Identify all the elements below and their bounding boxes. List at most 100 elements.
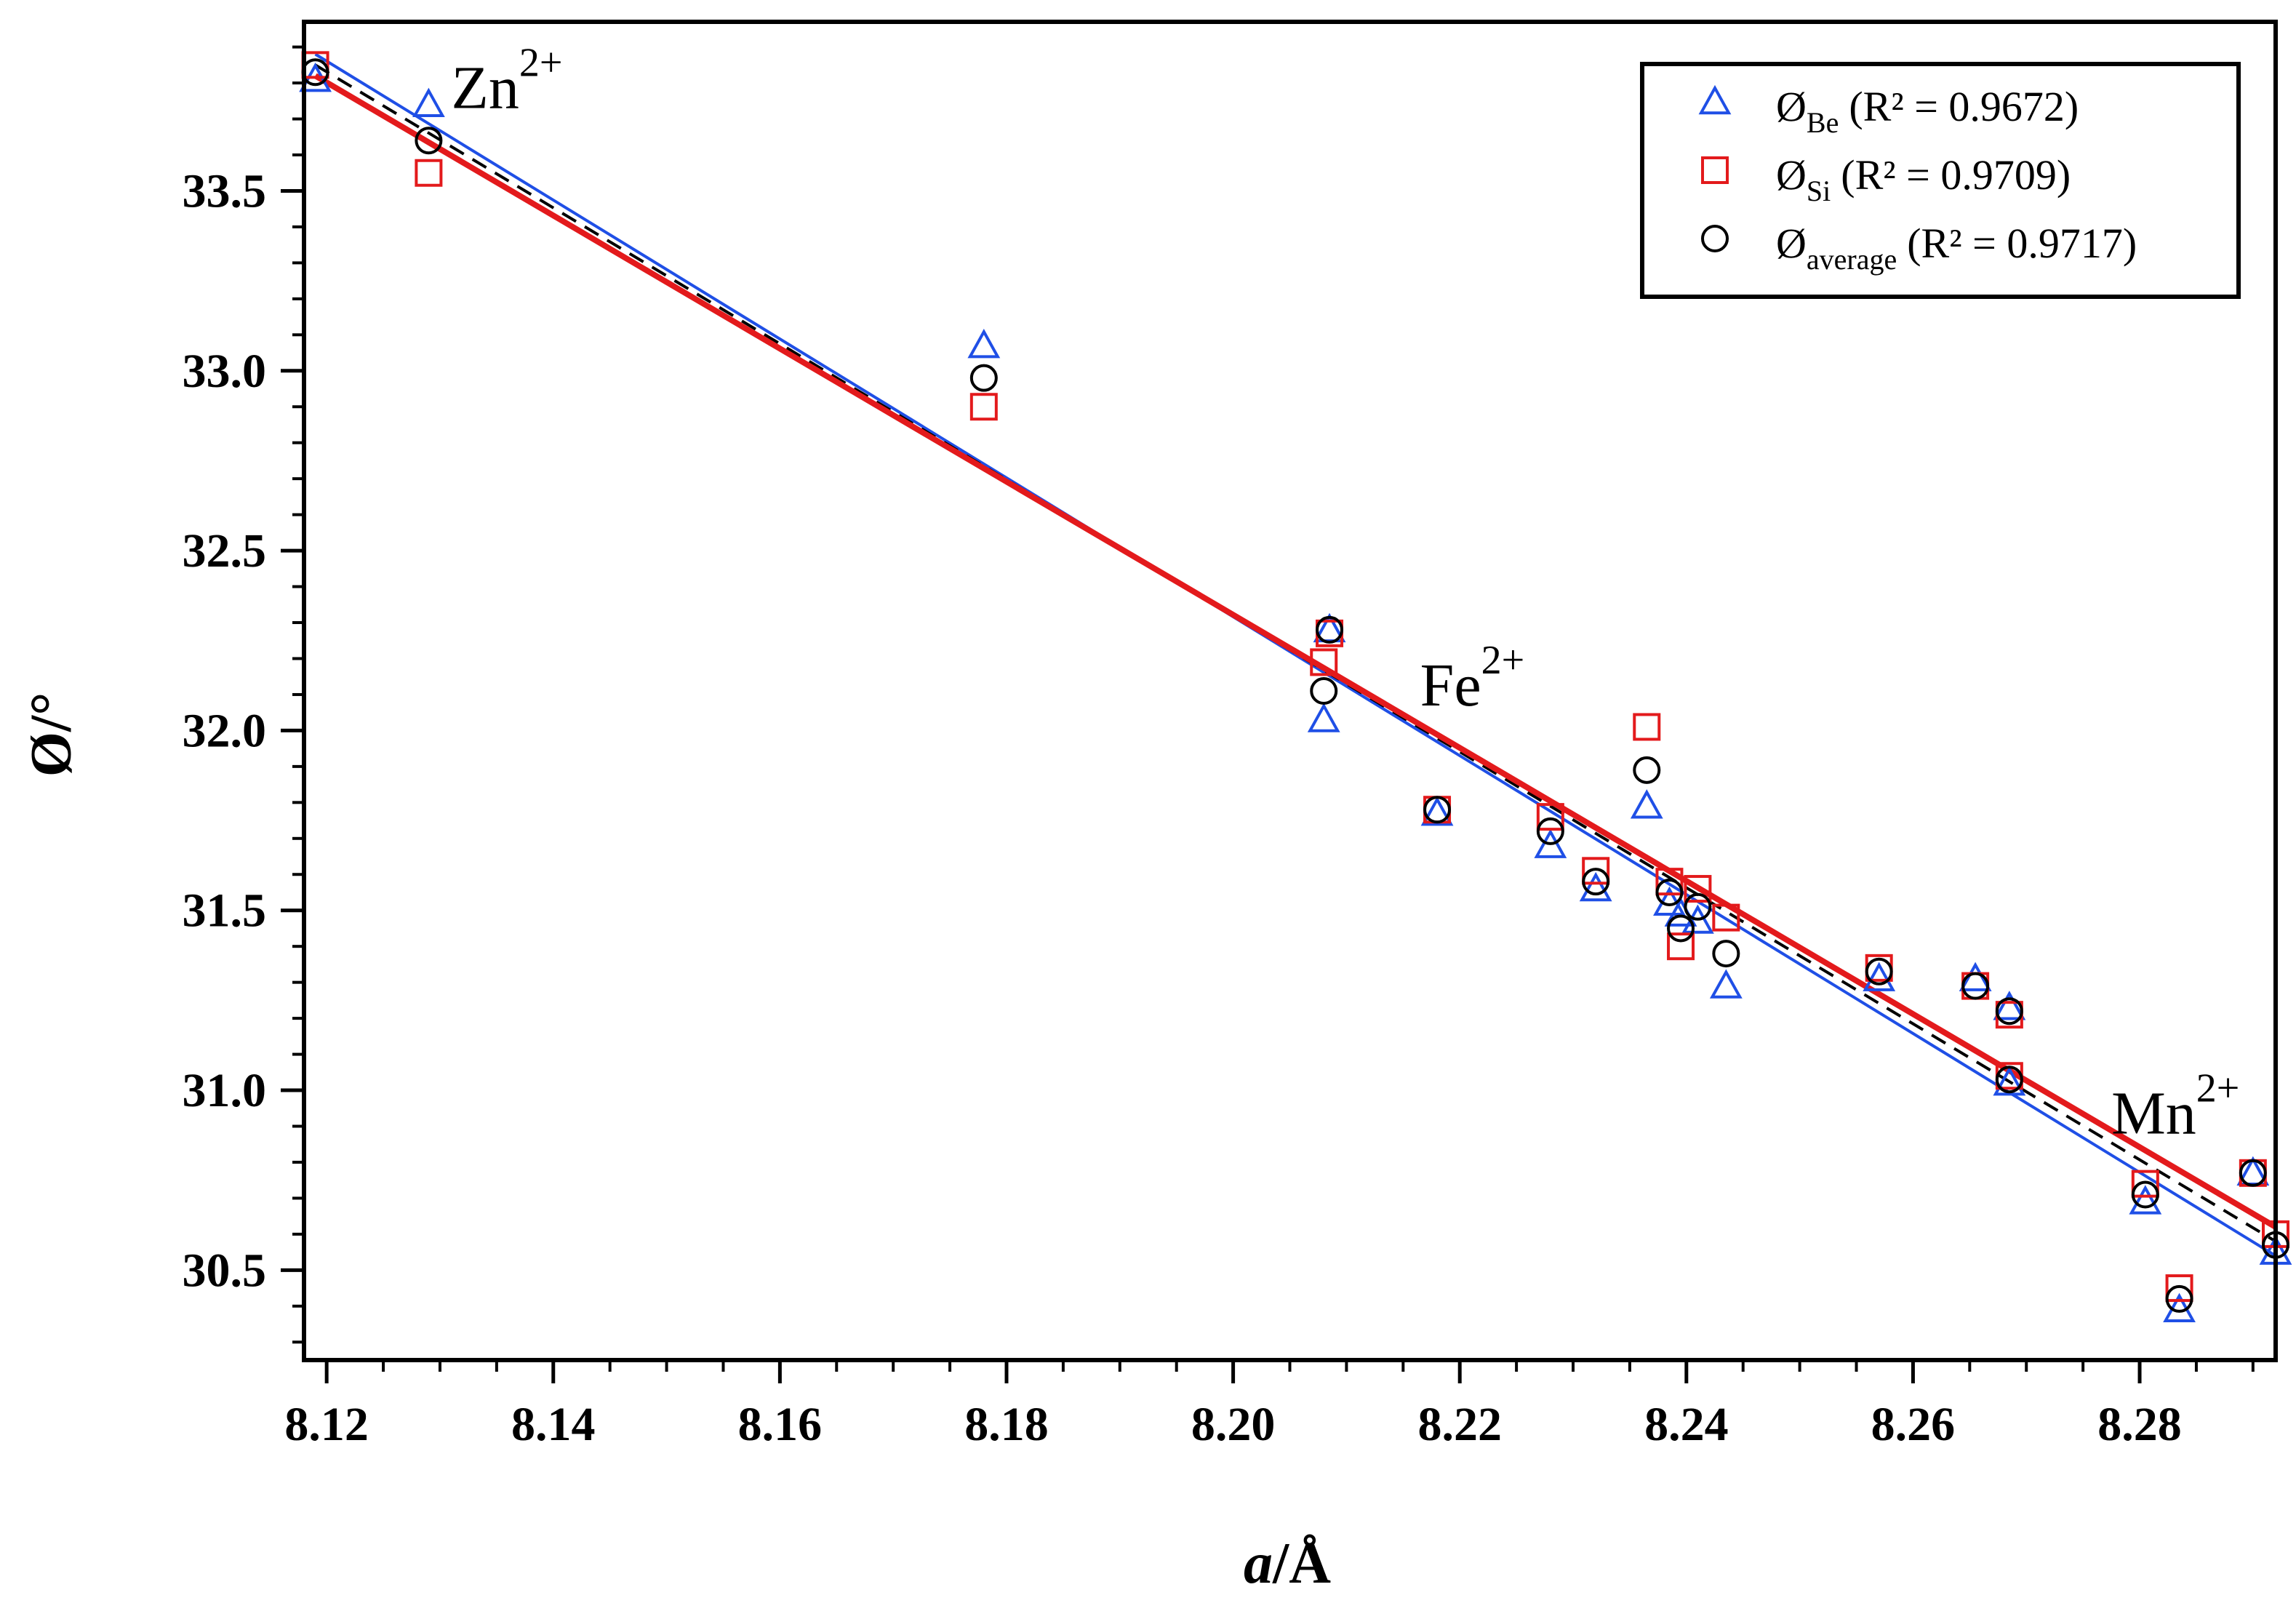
annotation-charge: 2+ [1481,638,1525,683]
point-average-7 [1582,868,1610,896]
point-si-1 [415,159,443,187]
legend-si-symbol: Ø [1776,151,1807,199]
point-si-17 [2131,1170,2159,1198]
point-be-2 [967,329,1001,359]
point-be-8 [1630,789,1663,819]
fit-line-si [313,73,2278,1230]
point-si-10 [1667,932,1695,961]
point-average-14 [1961,972,1990,1000]
point-average-13 [1865,957,1893,986]
point-be-1 [412,87,445,117]
y-tick-label: 31.0 [183,1064,267,1117]
x-tick-label: 8.26 [1871,1398,1956,1451]
x-tick-label: 8.22 [1417,1398,1502,1451]
point-average-2 [969,364,998,392]
x-tick-label: 8.14 [511,1398,596,1451]
point-average-19 [2239,1159,2267,1187]
plot-frame [302,20,2278,1362]
legend-marker-be [1698,84,1732,115]
point-be-15 [1993,991,2026,1020]
annotation-zn: Zn2+ [452,41,563,122]
legend-be-r2: (R² = 0.9672) [1849,83,2079,130]
legend-box [1640,62,2241,299]
legend-symbol-si [1701,156,1729,184]
x-tick-label: 8.24 [1644,1398,1729,1451]
axes: 8.12 8.14 8.16 8.18 8.20 8.22 8.24 8.26 8.28 30.5… [183,45,2255,1451]
x-tick-label: 8.12 [284,1398,369,1451]
fit-line-be [314,52,2277,1258]
point-average-6 [1536,817,1564,845]
annotation-element: Mn [2111,1079,2196,1147]
legend-marker-average [1701,225,1729,252]
annotation-charge: 2+ [2196,1066,2240,1111]
legend-entry-be: ØBe (R² = 0.9672) [1776,83,2079,139]
legend-marker-si [1701,156,1729,184]
ion-annotations: Zn2+Fe2+Mn2+ [452,41,2240,1148]
legend-be-subscript: Be [1807,106,1839,139]
point-average-9 [1655,878,1684,906]
point-si-12 [1712,903,1740,932]
legend-be-symbol: Ø [1776,83,1807,130]
y-tick-label: 32.0 [183,704,267,757]
x-axis-title-rest: /Å [1272,1532,1331,1596]
point-average-1 [415,127,443,155]
point-be-5 [1420,796,1454,826]
legend-average-r2: (R² = 0.9717) [1907,220,2137,267]
legend-entry-si: ØSi (R² = 0.9709) [1776,151,2071,207]
point-be-3 [1307,703,1340,732]
point-average-10 [1667,914,1695,943]
point-average-15 [1995,997,2023,1026]
x-tick-label: 8.20 [1191,1398,1276,1451]
legend-symbol-average [1701,225,1729,252]
point-si-9 [1655,868,1684,896]
annotation-mn: Mn2+ [2111,1066,2239,1147]
y-tick-label: 30.5 [183,1244,267,1297]
point-si-18 [2165,1274,2193,1303]
legend-symbol-be [1698,84,1732,115]
annotation-element: Zn [452,55,519,122]
annotation-element: Fe [1420,652,1481,719]
x-tick-label: 8.28 [2097,1398,2182,1451]
point-be-7 [1579,871,1612,902]
point-be-13 [1863,962,1896,991]
legend-entry-average: Øaverage (R² = 0.9717) [1776,220,2137,276]
point-be-17 [2129,1185,2162,1215]
x-tick-label: 8.18 [964,1398,1049,1451]
y-tick-label: 31.5 [183,884,267,938]
point-be-16 [1993,1066,2026,1096]
point-average-8 [1633,756,1661,784]
x-axis-title-italic: a [1244,1532,1273,1596]
y-tick-label: 32.5 [183,524,267,577]
x-tick-label: 8.16 [738,1398,823,1451]
point-si-2 [969,393,998,421]
y-tick-label: 33.0 [183,345,267,398]
legend-average-subscript: average [1807,243,1897,276]
point-si-7 [1582,857,1610,885]
point-average-11 [1684,892,1712,921]
point-average-16 [1995,1066,2023,1094]
point-average-3 [1310,677,1338,705]
legend-si-subscript: Si [1807,175,1831,207]
x-axis-title: a/Å [1244,1532,1331,1596]
fit-lines [313,52,2278,1258]
legend-average-symbol: Ø [1776,220,1807,267]
annotation-charge: 2+ [519,41,563,86]
fit-line-average [314,63,2277,1243]
point-si-11 [1684,875,1712,903]
legend: ØBe (R² = 0.9672) ØSi (R² = 0.9709) Øavera… [1640,62,2241,299]
point-average-18 [2165,1284,2193,1313]
y-axis-title: Ø/° [19,692,83,777]
point-si-8 [1633,713,1661,741]
point-average-12 [1712,940,1740,968]
annotation-fe: Fe2+ [1420,638,1525,719]
point-be-6 [1534,828,1567,858]
point-average-5 [1423,796,1452,824]
point-average-17 [2131,1180,2159,1209]
point-si-3 [1310,648,1338,676]
point-si-6 [1536,803,1564,831]
legend-si-r2: (R² = 0.9709) [1841,151,2071,199]
point-be-12 [1709,969,1743,999]
y-tick-label: 33.5 [183,164,267,217]
point-average-4 [1316,615,1344,644]
